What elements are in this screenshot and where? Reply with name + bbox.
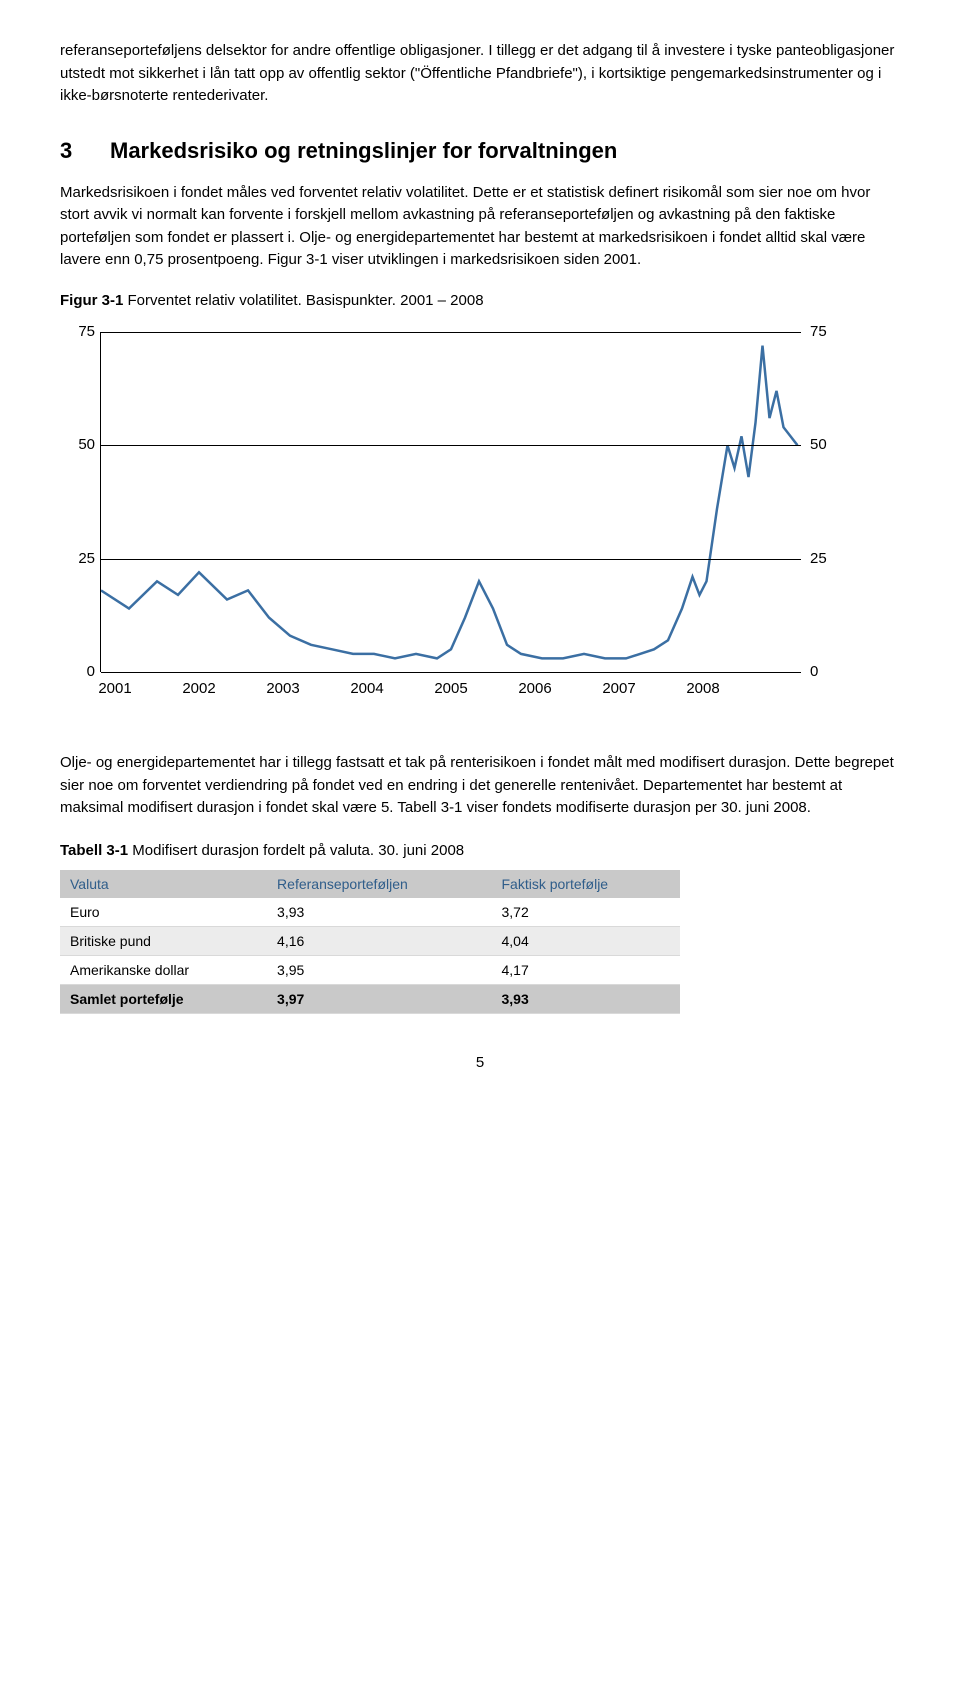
table-row: Britiske pund4,164,04 <box>60 927 680 956</box>
figure-title: Figur 3-1 Forventet relativ volatilitet.… <box>60 290 900 313</box>
x-axis-label: 2007 <box>589 680 649 697</box>
volatility-chart: 0 0 25 25 50 50 75 75 2001 2002 2003 2004 2005 2006 20… <box>60 322 840 722</box>
duration-table: ValutaReferanseporteføljenFaktisk portef… <box>60 870 680 1014</box>
table-cell: 3,72 <box>492 898 681 927</box>
section-heading: 3Markedsrisiko og retningslinjer for for… <box>60 138 900 164</box>
table-title: Tabell 3-1 Modifisert durasjon fordelt p… <box>60 840 900 863</box>
chart-line <box>101 346 798 659</box>
section-title: Markedsrisiko og retningslinjer for forv… <box>110 138 617 163</box>
table-cell: Amerikanske dollar <box>60 956 267 985</box>
y-axis-label: 50 <box>65 436 95 453</box>
paragraph-3: Olje- og energidepartementet har i tille… <box>60 752 900 820</box>
page-number: 5 <box>60 1054 900 1071</box>
y-axis-label: 75 <box>810 323 840 340</box>
table-header: Referanseporteføljen <box>267 870 491 898</box>
table-cell: Samlet portefølje <box>60 985 267 1014</box>
paragraph-2: Markedsrisikoen i fondet måles ved forve… <box>60 182 900 272</box>
y-axis-label: 50 <box>810 436 840 453</box>
table-label: Tabell 3-1 <box>60 842 128 859</box>
y-axis-label: 0 <box>810 663 840 680</box>
table-cell: 3,95 <box>267 956 491 985</box>
y-axis-label: 0 <box>65 663 95 680</box>
x-axis-label: 2008 <box>673 680 733 697</box>
x-axis-label: 2002 <box>169 680 229 697</box>
table-row: Amerikanske dollar3,954,17 <box>60 956 680 985</box>
x-axis-label: 2003 <box>253 680 313 697</box>
table-cell: 3,97 <box>267 985 491 1014</box>
table-header: Valuta <box>60 870 267 898</box>
table-row: Euro3,933,72 <box>60 898 680 927</box>
x-axis-label: 2005 <box>421 680 481 697</box>
table-cell: 4,17 <box>492 956 681 985</box>
table-total-row: Samlet portefølje3,973,93 <box>60 985 680 1014</box>
y-axis-label: 25 <box>810 550 840 567</box>
x-axis-label: 2004 <box>337 680 397 697</box>
table-caption: Modifisert durasjon fordelt på valuta. 3… <box>128 842 464 859</box>
table-cell: 4,04 <box>492 927 681 956</box>
table-cell: Britiske pund <box>60 927 267 956</box>
table-cell: 3,93 <box>492 985 681 1014</box>
table-cell: Euro <box>60 898 267 927</box>
paragraph-1: referanseporteføljens delsektor for andr… <box>60 40 900 108</box>
table-cell: 3,93 <box>267 898 491 927</box>
section-number: 3 <box>60 138 110 164</box>
figure-caption: Forventet relativ volatilitet. Basispunk… <box>123 292 483 309</box>
y-axis-label: 75 <box>65 323 95 340</box>
x-axis-label: 2001 <box>85 680 145 697</box>
y-axis-label: 25 <box>65 550 95 567</box>
table-cell: 4,16 <box>267 927 491 956</box>
x-axis-label: 2006 <box>505 680 565 697</box>
figure-label: Figur 3-1 <box>60 292 123 309</box>
table-header: Faktisk portefølje <box>492 870 681 898</box>
